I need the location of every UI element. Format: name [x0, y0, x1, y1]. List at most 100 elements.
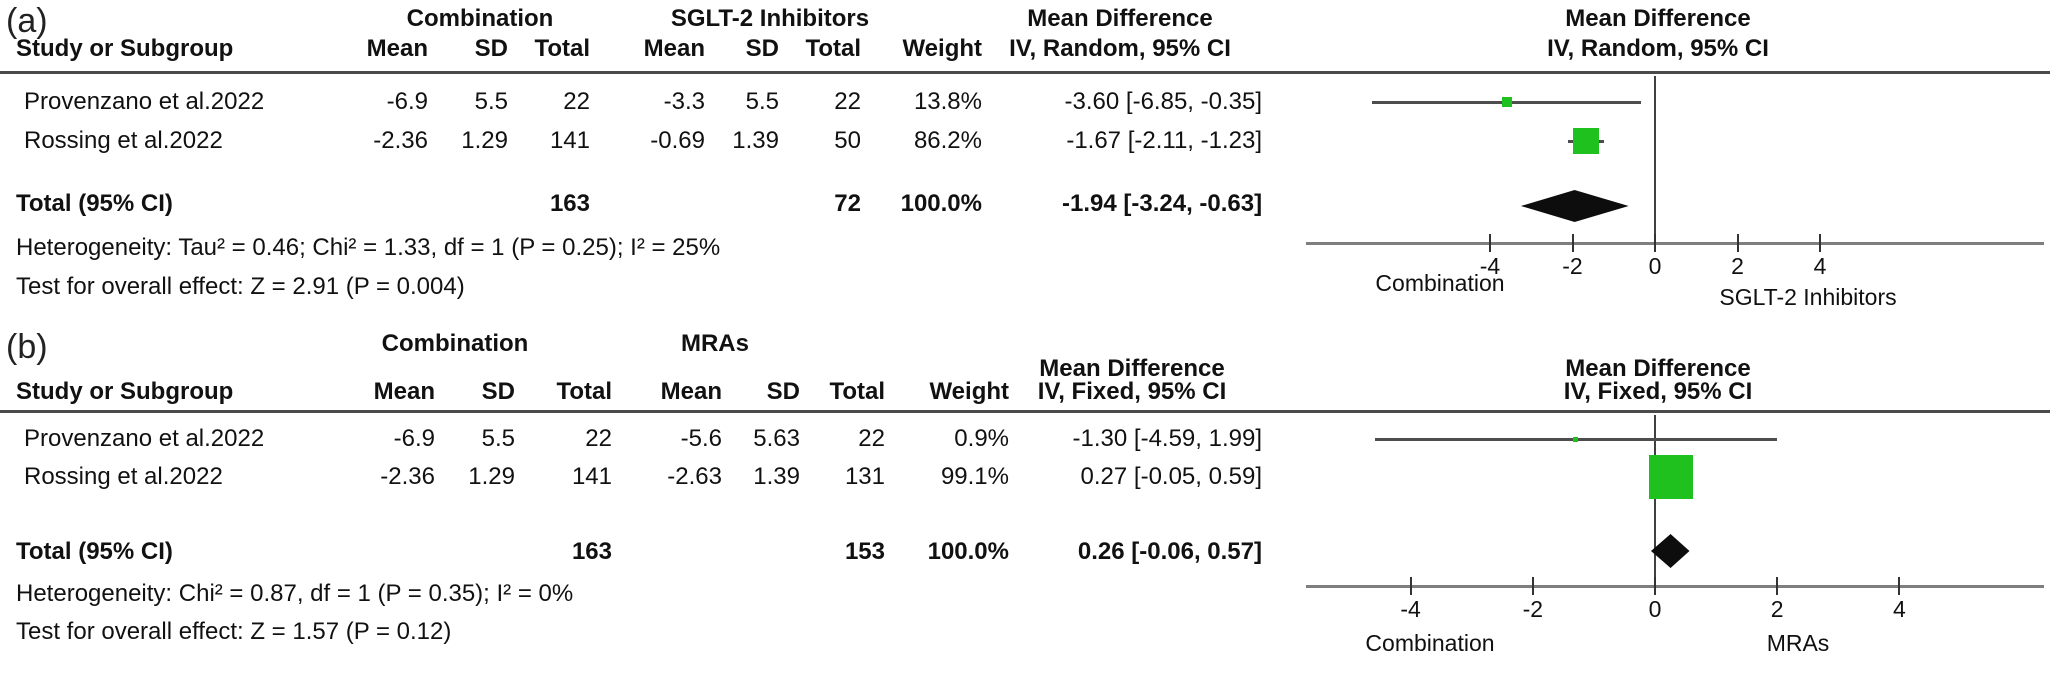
axis-tick-label: 0: [1648, 253, 1662, 279]
axis-left-category-label: Combination: [1365, 630, 1495, 656]
axis-tick-label: -2: [1522, 596, 1544, 622]
panel-a-column-header-row: Study or Subgroup Mean SD Total Mean SD …: [0, 36, 2050, 62]
total-diamond: [1651, 534, 1690, 568]
effect-header-plot: Mean Difference: [1565, 5, 1751, 32]
axis-tick: [1776, 577, 1779, 595]
total1-cell: 22: [563, 88, 590, 115]
total2-cell: 22: [834, 88, 861, 115]
zero-effect-line: [1654, 415, 1656, 592]
axis-tick-label: 4: [1813, 253, 1827, 279]
weight-column-header: Weight: [929, 378, 1009, 405]
sd2-column-header: SD: [766, 378, 800, 405]
axis-tick: [1898, 577, 1901, 595]
md-ci-cell: -3.60 [-6.85, -0.35]: [1064, 88, 1262, 115]
effect-header-plot: Mean Difference: [1565, 355, 1751, 382]
axis-tick: [1571, 234, 1574, 252]
md-ci-cell: -1.30 [-4.59, 1.99]: [1072, 425, 1262, 452]
total2-sum: 72: [834, 190, 861, 217]
axis-tick-label: 0: [1648, 596, 1662, 622]
effect-square-marker: [1573, 436, 1579, 442]
mean2-column-header: Mean: [660, 378, 722, 405]
total1-cell: 141: [549, 127, 590, 154]
mean1-cell: -6.9: [393, 425, 435, 452]
panel-a-group-header-row: Combination SGLT-2 Inhibitors Mean Diffe…: [0, 6, 2050, 32]
panel-b-group-header-row: Combination MRAs: [0, 331, 2050, 357]
axis-right-category-label: MRAs: [1766, 630, 1830, 656]
overall-effect-note: Test for overall effect: Z = 2.91 (P = 0…: [16, 273, 465, 300]
axis-left-category-label: Combination: [1375, 270, 1505, 296]
panel-b-label: (b): [6, 328, 48, 366]
sd1-cell: 5.5: [481, 425, 515, 452]
model-header-plot: IV, Fixed, 95% CI: [1563, 378, 1753, 405]
header-divider: [0, 410, 2050, 413]
total-weight: 100.0%: [900, 190, 982, 217]
table-row: Rossing et al.2022 -2.36 1.29 141 -2.63 …: [0, 464, 2050, 490]
study-name: Provenzano et al.2022: [24, 88, 265, 115]
axis-tick: [1654, 234, 1656, 252]
total-diamond: [1521, 190, 1629, 222]
total-label: Total (95% CI): [16, 538, 173, 565]
table-row: Provenzano et al.2022 -6.9 5.5 22 -3.3 5…: [0, 89, 2050, 115]
axis-tick: [1736, 234, 1739, 252]
axis-tick-label: 2: [1770, 596, 1784, 622]
sd1-cell: 1.29: [468, 463, 515, 490]
total-row: Total (95% CI) 163 153 100.0% 0.26 [-0.0…: [0, 539, 2050, 565]
sd2-cell: 5.63: [753, 425, 800, 452]
mean2-cell: -3.3: [663, 88, 705, 115]
total2-cell: 22: [858, 425, 885, 452]
overall-effect-note: Test for overall effect: Z = 1.57 (P = 0…: [16, 618, 452, 645]
md-ci-cell: -1.67 [-2.11, -1.23]: [1066, 127, 1262, 154]
x-axis-line: [1306, 242, 2044, 245]
effect-header-table: Mean Difference: [1027, 5, 1213, 32]
mean2-column-header: Mean: [643, 35, 705, 62]
total2-cell: 131: [844, 463, 885, 490]
group2-header: MRAs: [680, 330, 749, 357]
group1-header: Combination: [381, 330, 529, 357]
axis-tick-label: -4: [1400, 596, 1421, 622]
total2-column-header: Total: [829, 378, 885, 405]
sd1-column-header: SD: [474, 35, 508, 62]
heterogeneity-note: Heterogeneity: Chi² = 0.87, df = 1 (P = …: [16, 580, 574, 607]
total-md-ci: -1.94 [-3.24, -0.63]: [1062, 190, 1263, 217]
sd2-cell: 1.39: [732, 127, 779, 154]
axis-right-category-label: SGLT-2 Inhibitors: [1719, 284, 1897, 310]
mean1-column-header: Mean: [366, 35, 428, 62]
total2-column-header: Total: [805, 35, 861, 62]
model-header-table: IV, Fixed, 95% CI: [1037, 378, 1227, 405]
total-weight: 100.0%: [927, 538, 1009, 565]
heterogeneity-note: Heterogeneity: Tau² = 0.46; Chi² = 1.33,…: [16, 234, 721, 261]
axis-tick: [1409, 577, 1412, 595]
sd2-column-header: SD: [745, 35, 779, 62]
group2-header: SGLT-2 Inhibitors: [670, 5, 870, 32]
study-name: Rossing et al.2022: [24, 463, 223, 490]
weight-cell: 0.9%: [954, 425, 1009, 452]
study-column-header: Study or Subgroup: [16, 35, 234, 62]
effect-square-marker: [1649, 455, 1694, 499]
total2-cell: 50: [834, 127, 861, 154]
total1-cell: 141: [571, 463, 612, 490]
axis-tick: [1819, 234, 1821, 252]
mean2-cell: -0.69: [650, 127, 705, 154]
axis-tick-label: -4: [1479, 253, 1501, 279]
mean1-cell: -2.36: [380, 463, 435, 490]
sd1-cell: 5.5: [474, 88, 508, 115]
x-axis-line: [1306, 585, 2044, 588]
model-header-table: IV, Random, 95% CI: [1009, 35, 1231, 62]
weight-column-header: Weight: [902, 35, 982, 62]
mean1-column-header: Mean: [373, 378, 435, 405]
total1-column-header: Total: [556, 378, 612, 405]
group1-header: Combination: [406, 5, 554, 32]
zero-effect-line: [1654, 76, 1656, 249]
effect-square-marker: [1573, 128, 1600, 154]
axis-tick-label: 2: [1731, 253, 1744, 279]
sd1-column-header: SD: [481, 378, 515, 405]
sd1-cell: 1.29: [461, 127, 508, 154]
table-row: Rossing et al.2022 -2.36 1.29 141 -0.69 …: [0, 128, 2050, 154]
header-divider: [0, 71, 2050, 74]
mean1-cell: -2.36: [373, 127, 428, 154]
md-ci-cell: 0.27 [-0.05, 0.59]: [1080, 463, 1262, 490]
total1-cell: 22: [585, 425, 612, 452]
sd2-cell: 1.39: [753, 463, 800, 490]
sd2-cell: 5.5: [745, 88, 779, 115]
weight-cell: 86.2%: [913, 127, 982, 154]
